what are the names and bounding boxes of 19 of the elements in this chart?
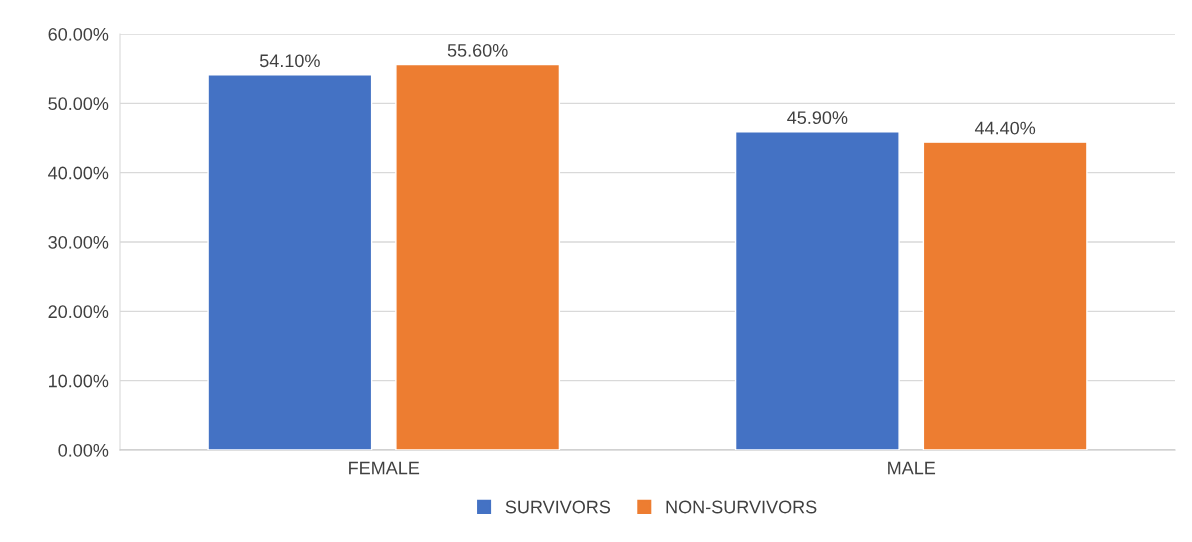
x-tick-label: MALE xyxy=(888,461,936,475)
bar xyxy=(922,141,1088,450)
y-tick-label: 50.00% xyxy=(48,97,109,111)
legend-label: NON-SURVIVORS xyxy=(666,500,817,514)
y-tick-label: 20.00% xyxy=(48,305,109,319)
y-tick-label: 10.00% xyxy=(49,374,109,388)
y-tick-label: 0.00% xyxy=(58,443,109,457)
bar xyxy=(395,63,561,450)
data-label: 54.10% xyxy=(259,54,320,68)
bar xyxy=(734,131,900,450)
bar xyxy=(207,74,373,450)
data-label: 44.40% xyxy=(974,121,1036,135)
y-tick-label: 40.00% xyxy=(48,166,109,180)
y-tick-label: 60.00% xyxy=(48,27,109,41)
data-label: 45.90% xyxy=(787,111,848,125)
x-tick-label: FEMALE xyxy=(349,461,420,475)
data-label: 55.60% xyxy=(447,43,508,57)
legend-label: SURVIVORS xyxy=(505,500,611,514)
y-tick-label: 30.00% xyxy=(48,235,109,249)
